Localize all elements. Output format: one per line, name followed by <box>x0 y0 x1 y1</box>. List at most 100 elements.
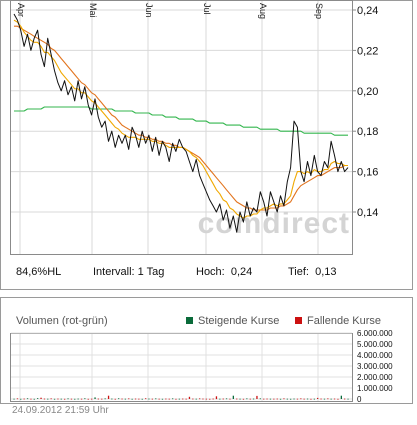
volume-bar <box>330 398 332 400</box>
volume-bar <box>43 398 46 400</box>
volume-bar <box>118 398 120 400</box>
volume-bar <box>128 398 130 400</box>
volume-bar <box>188 396 191 399</box>
volume-bar <box>276 398 278 400</box>
volume-bar <box>47 398 49 400</box>
watermark: comdirect <box>198 207 350 240</box>
volume-bar <box>30 398 32 400</box>
stat-interval: Intervall: 1 Tag <box>93 266 164 278</box>
legend-rising-swatch <box>186 317 193 324</box>
volume-bar <box>74 398 76 400</box>
price-x-tick-label: Sep <box>314 3 324 19</box>
volume-bar <box>168 398 170 400</box>
price-series <box>13 13 349 233</box>
stat-high: Hoch: 0,24 <box>196 266 252 278</box>
volume-bar <box>124 398 126 400</box>
volume-bar <box>23 398 25 400</box>
average-line-short <box>13 19 348 219</box>
volume-y-tick-label: 0 <box>357 395 362 404</box>
volume-bar <box>296 398 299 400</box>
volume-bar <box>141 398 143 400</box>
volume-bar <box>205 398 207 400</box>
volume-bar <box>165 398 167 400</box>
volume-bar <box>101 398 103 400</box>
volume-bar <box>215 396 218 400</box>
volume-bar <box>16 398 19 400</box>
price-y-tick-label: 0,24 <box>357 5 378 17</box>
volume-bar <box>57 398 59 400</box>
volume-bar <box>266 398 268 400</box>
volume-bar <box>192 398 194 400</box>
volume-bar <box>300 398 302 400</box>
volume-bar <box>283 398 285 400</box>
volume-bar <box>333 398 336 400</box>
volume-bar <box>84 398 86 400</box>
volume-bar <box>64 398 66 400</box>
volume-bar <box>199 398 201 400</box>
volume-plot-area <box>10 333 353 402</box>
volume-bar <box>138 398 140 400</box>
price-y-axis: 0,24 0,22 0,20 0,18 0,16 0,14 <box>352 5 378 219</box>
volume-bar <box>293 398 295 400</box>
volume-bar <box>40 397 42 399</box>
volume-bar <box>310 398 312 400</box>
volume-bar <box>20 398 22 400</box>
volume-y-tick-label: 2.000.000 <box>357 373 393 382</box>
volume-bar <box>303 398 305 400</box>
volume-bar <box>178 398 180 400</box>
volume-bar <box>256 395 258 399</box>
volume-bar <box>327 398 329 400</box>
volume-y-tick-label: 5.000.000 <box>357 340 393 349</box>
volume-bar <box>77 398 79 400</box>
volume-bar <box>286 398 288 400</box>
volume-bar <box>97 398 99 400</box>
volume-bar <box>104 398 106 400</box>
volume-bar <box>195 398 197 400</box>
volume-bar <box>33 398 35 400</box>
volume-bar <box>344 398 346 400</box>
volume-bar <box>175 398 177 400</box>
price-y-tick-label: 0,22 <box>357 45 378 57</box>
volume-bar <box>347 398 349 400</box>
volume-bar <box>94 397 96 399</box>
volume-bar <box>222 398 224 400</box>
volume-bar <box>337 398 339 400</box>
volume-bar <box>323 398 326 400</box>
volume-bar <box>111 398 113 400</box>
volume-bar <box>290 398 292 400</box>
volume-bar <box>212 398 214 400</box>
volume-bar <box>13 398 15 400</box>
volume-bar <box>185 398 187 400</box>
price-x-tick-label: Mai <box>88 3 98 18</box>
volume-y-axis: 6.000.000 5.000.000 4.000.000 3.000.000 2.00… <box>357 329 393 404</box>
volume-bar <box>121 398 123 400</box>
volume-bar <box>148 398 150 400</box>
price-y-tick-label: 0,16 <box>357 167 378 179</box>
price-y-tick-label: 0,20 <box>357 86 378 98</box>
volume-bar <box>26 398 29 400</box>
volume-bar <box>70 398 73 400</box>
price-y-tick-label: 0,14 <box>357 207 378 219</box>
volume-bar <box>317 397 319 399</box>
volume-bar <box>209 398 211 400</box>
timestamp: 24.09.2012 21:59 Uhr <box>12 405 109 416</box>
volume-bar <box>145 398 147 400</box>
volume-y-tick-label: 1.000.000 <box>357 384 393 393</box>
volume-bar <box>67 398 69 400</box>
price-line <box>13 13 349 233</box>
legend-rising-label: Steigende Kurse <box>198 315 279 327</box>
volume-bar <box>232 395 234 399</box>
volume-bar <box>172 398 174 400</box>
stat-hl: 84,6%HL <box>16 266 61 278</box>
volume-bar <box>320 398 322 400</box>
volume-bar <box>158 398 160 400</box>
volume-bar <box>249 398 251 400</box>
volume-bar <box>239 398 241 400</box>
volume-bar <box>50 398 52 400</box>
volume-bar <box>269 398 272 400</box>
volume-bar <box>246 398 248 400</box>
volume-bar <box>151 398 153 400</box>
volume-bar <box>114 398 116 400</box>
volume-bar <box>37 398 39 399</box>
